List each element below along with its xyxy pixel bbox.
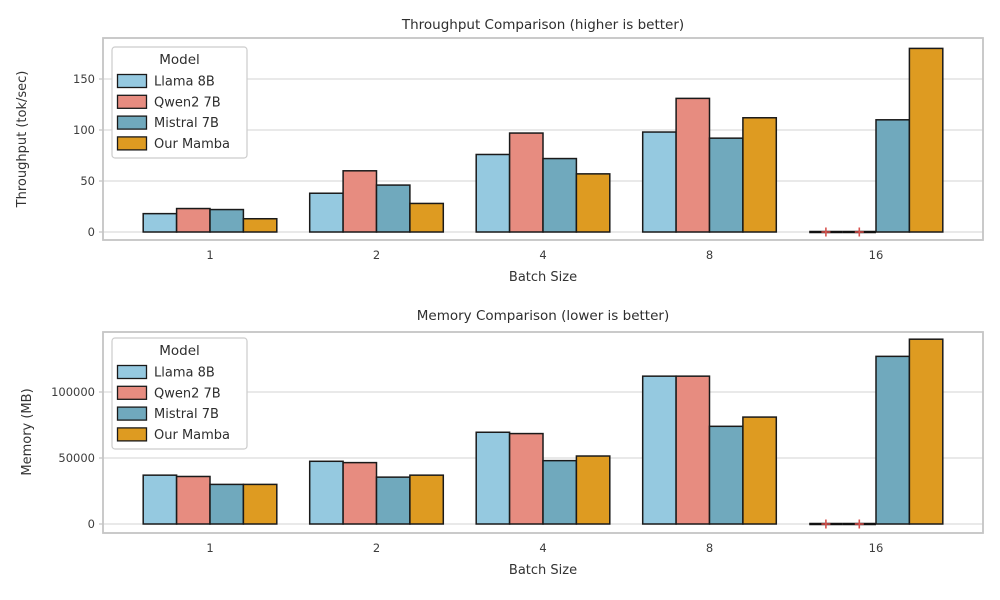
legend-label: Mistral 7B bbox=[154, 407, 219, 422]
bar-our-mamba-batch-2 bbox=[409, 474, 445, 525]
chart-title: Throughput Comparison (higher is better) bbox=[401, 17, 684, 33]
bar-llama-8b-batch-2 bbox=[308, 460, 344, 525]
bar-our-mamba-batch-16 bbox=[908, 47, 944, 233]
bar-mistral-7b-batch-8 bbox=[708, 137, 744, 233]
bar-qwen2-7b-batch-4 bbox=[508, 432, 544, 525]
bar-mistral-7b-batch-2 bbox=[375, 184, 411, 233]
legend-swatch-our-mamba bbox=[116, 427, 148, 442]
memory-chart: 0 50000 100000 1 2 4 8 16 Memory Comparison (low… bbox=[20, 308, 984, 578]
chart-title: Memory Comparison (lower is better) bbox=[417, 308, 669, 324]
y-tick-label: 50000 bbox=[58, 451, 95, 465]
x-tick-label: 16 bbox=[869, 541, 884, 555]
legend-label: Our Mamba bbox=[154, 137, 230, 152]
y-axis-label: Memory (MB) bbox=[20, 388, 35, 475]
y-axis-label: Throughput (tok/sec) bbox=[15, 71, 30, 209]
y-tick-label: 0 bbox=[88, 517, 95, 531]
bar-mistral-7b-batch-2 bbox=[375, 476, 411, 525]
x-tick-label: 8 bbox=[706, 541, 713, 555]
bar-llama-8b-batch-4 bbox=[475, 431, 511, 525]
legend-label: Our Mamba bbox=[154, 428, 230, 443]
bar-our-mamba-batch-8 bbox=[742, 117, 778, 233]
y-tick-label: 100 bbox=[73, 123, 95, 137]
x-axis-label: Batch Size bbox=[509, 563, 577, 578]
failed-run-marker bbox=[854, 519, 864, 529]
bar-llama-8b-batch-8 bbox=[641, 131, 677, 233]
legend-title: Model bbox=[159, 52, 200, 68]
x-tick-label: 2 bbox=[373, 248, 380, 262]
legend-swatch-mistral-7b bbox=[116, 406, 148, 421]
legend: Model Llama 8B Qwen2 7B Mistral 7B Our Mamba bbox=[111, 337, 248, 450]
x-tick-label: 1 bbox=[206, 541, 213, 555]
bar-our-mamba-batch-16 bbox=[908, 338, 944, 525]
bar-qwen2-7b-batch-2 bbox=[342, 461, 378, 525]
legend-swatch-llama-8b bbox=[116, 364, 148, 380]
bar-llama-8b-batch-4 bbox=[475, 153, 511, 233]
bar-qwen2-7b-batch-8 bbox=[675, 97, 711, 233]
legend-swatch-our-mamba bbox=[116, 136, 148, 151]
bar-llama-8b-batch-1 bbox=[142, 474, 178, 525]
y-tick-label: 0 bbox=[88, 225, 95, 239]
legend-label: Qwen2 7B bbox=[154, 386, 221, 401]
failed-run-marker bbox=[821, 227, 831, 237]
legend-label: Llama 8B bbox=[154, 75, 215, 90]
legend-label: Llama 8B bbox=[154, 366, 215, 381]
legend-swatch-mistral-7b bbox=[116, 115, 148, 130]
bar-mistral-7b-batch-16 bbox=[875, 355, 911, 525]
bar-llama-8b-batch-2 bbox=[308, 192, 344, 233]
throughput-chart: 0 50 100 150 1 2 4 8 16 Throughput Comparison (hi… bbox=[15, 17, 984, 285]
legend-label: Mistral 7B bbox=[154, 116, 219, 131]
x-tick-label: 4 bbox=[539, 541, 546, 555]
bar-qwen2-7b-batch-2 bbox=[342, 170, 378, 233]
bar-mistral-7b-batch-16 bbox=[875, 119, 911, 233]
x-tick-label: 8 bbox=[706, 248, 713, 262]
bar-our-mamba-batch-4 bbox=[575, 173, 611, 233]
legend-swatch-qwen2-7b bbox=[116, 385, 148, 400]
bar-qwen2-7b-batch-4 bbox=[508, 132, 544, 233]
y-tick-label: 100000 bbox=[51, 385, 95, 399]
bar-mistral-7b-batch-8 bbox=[708, 425, 744, 525]
legend-label: Qwen2 7B bbox=[154, 95, 221, 110]
plot-border bbox=[102, 37, 984, 241]
y-tick-label: 150 bbox=[73, 72, 95, 86]
x-tick-label: 2 bbox=[373, 541, 380, 555]
bar-qwen2-7b-batch-1 bbox=[175, 475, 211, 525]
bar-qwen2-7b-batch-1 bbox=[175, 207, 211, 233]
x-tick-label: 16 bbox=[869, 248, 884, 262]
x-tick-label: 1 bbox=[206, 248, 213, 262]
bar-our-mamba-batch-1 bbox=[242, 217, 278, 233]
bar-our-mamba-batch-2 bbox=[409, 202, 445, 233]
plot-border bbox=[102, 331, 984, 534]
bar-mistral-7b-batch-4 bbox=[542, 157, 578, 233]
x-tick-label: 4 bbox=[539, 248, 546, 262]
bar-llama-8b-batch-1 bbox=[142, 212, 178, 233]
legend-swatch-qwen2-7b bbox=[116, 94, 148, 109]
bar-our-mamba-batch-4 bbox=[575, 455, 611, 525]
y-tick-label: 50 bbox=[80, 174, 95, 188]
bar-mistral-7b-batch-1 bbox=[209, 483, 245, 525]
bar-mistral-7b-batch-1 bbox=[209, 208, 245, 233]
x-axis-label: Batch Size bbox=[509, 270, 577, 285]
failed-run-marker bbox=[821, 519, 831, 529]
bar-llama-8b-batch-8 bbox=[641, 375, 677, 525]
legend-title: Model bbox=[159, 343, 200, 359]
failed-run-marker bbox=[854, 227, 864, 237]
legend: Model Llama 8B Qwen2 7B Mistral 7B Our Mamba bbox=[111, 46, 248, 159]
bar-mistral-7b-batch-4 bbox=[542, 459, 578, 525]
legend-swatch-llama-8b bbox=[116, 73, 148, 89]
bar-qwen2-7b-batch-8 bbox=[675, 375, 711, 525]
bar-our-mamba-batch-1 bbox=[242, 483, 278, 525]
bar-our-mamba-batch-8 bbox=[742, 416, 778, 525]
